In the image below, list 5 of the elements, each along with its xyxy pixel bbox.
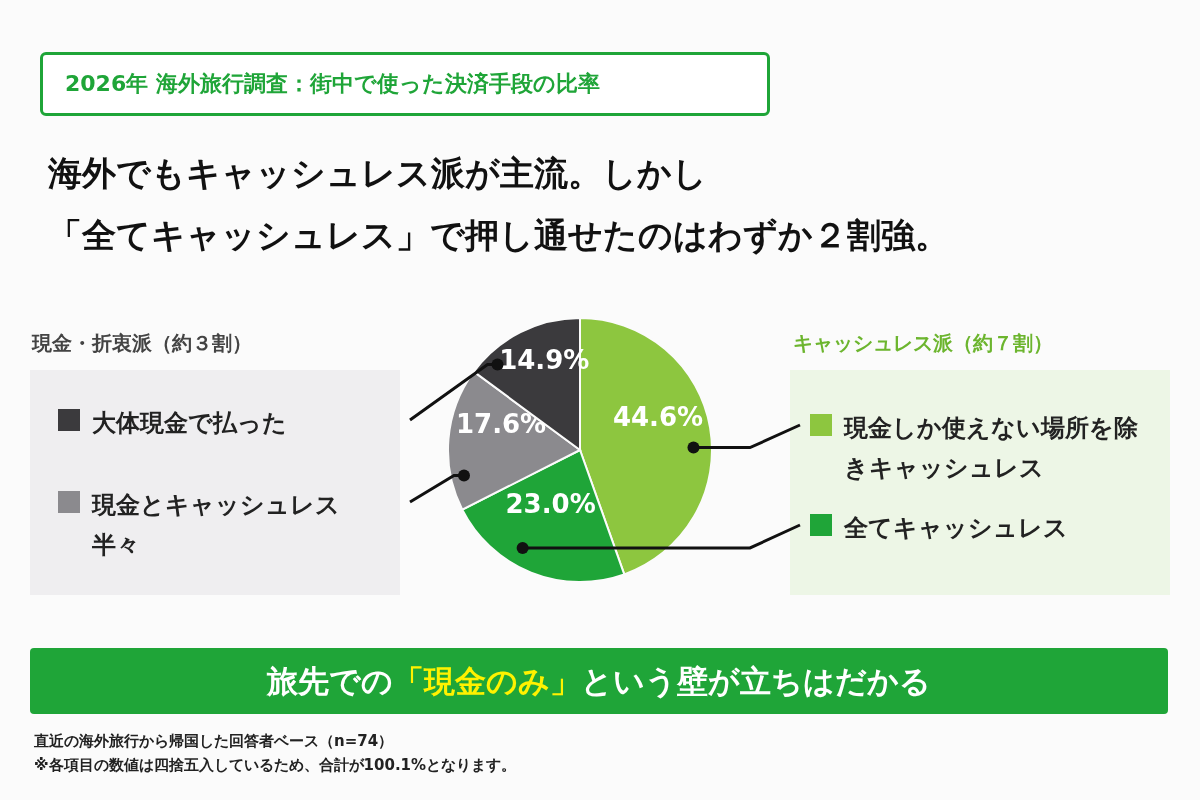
title: 2026年 海外旅行調査：街中で使った決済手段の比率: [40, 52, 770, 116]
group-right: キャッシュレス派（約７割）: [793, 330, 1053, 357]
banner: 旅先での「現金のみ」という壁が立ちはだかる: [30, 648, 1168, 714]
group-left: 現金・折衷派（約３割）: [32, 330, 252, 357]
subtitle: 海外でもキャッシュレス派が主流。しかし: [48, 152, 708, 195]
